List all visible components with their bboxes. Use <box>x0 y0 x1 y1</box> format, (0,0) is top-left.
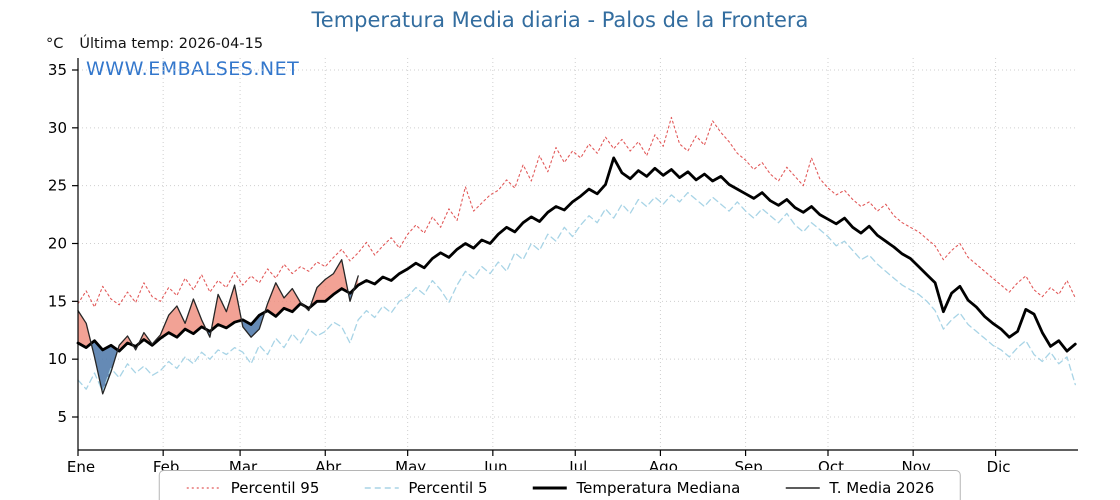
meta-row: °C Última temp: 2026-04-15 <box>46 36 263 52</box>
watermark-text: WWW.EMBALSES.NET <box>86 58 300 80</box>
legend-item-percentil-95: Percentil 95 <box>186 479 320 497</box>
legend-label-t-media-2026: T. Media 2026 <box>829 479 935 497</box>
chart-title: Temperatura Media diaria - Palos de la F… <box>311 8 809 32</box>
svg-text:35: 35 <box>48 61 67 79</box>
svg-text:25: 25 <box>48 177 67 195</box>
svg-text:30: 30 <box>48 119 67 137</box>
legend-label-percentil-5: Percentil 5 <box>408 479 488 497</box>
percentil-5-line-swatch <box>364 487 399 489</box>
legend-label-temperatura-mediana: Temperatura Mediana <box>576 479 741 497</box>
legend-item-percentil-5: Percentil 5 <box>363 479 487 497</box>
legend: Percentil 95 Percentil 5 Temperatura Med… <box>158 470 962 500</box>
legend-label-percentil-95: Percentil 95 <box>230 479 320 497</box>
svg-text:5: 5 <box>57 408 67 426</box>
last-temp-label: Última temp: 2026-04-15 <box>79 36 264 52</box>
t-media-2026-line-swatch <box>785 487 820 489</box>
svg-text:Dic: Dic <box>987 458 1011 476</box>
svg-text:20: 20 <box>48 235 67 253</box>
legend-item-t-media-2026: T. Media 2026 <box>784 479 934 497</box>
temperatura-mediana-line-swatch <box>532 486 567 490</box>
svg-text:Ene: Ene <box>67 458 95 476</box>
legend-item-temperatura-mediana: Temperatura Mediana <box>531 479 740 497</box>
percentil-95-line-swatch <box>186 487 221 489</box>
svg-text:10: 10 <box>48 350 67 368</box>
svg-text:15: 15 <box>48 292 67 310</box>
y-axis-unit-label: °C <box>46 36 64 52</box>
